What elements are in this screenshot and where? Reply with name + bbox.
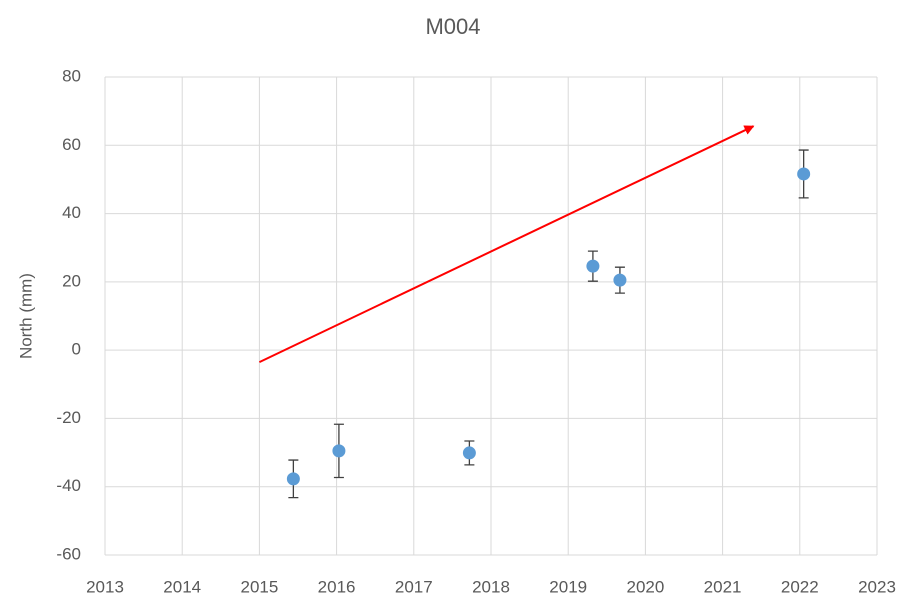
x-tick-label: 2019	[549, 577, 587, 596]
y-tick-label: 80	[62, 66, 81, 85]
x-tick-label: 2017	[395, 577, 433, 596]
x-tick-label: 2020	[626, 577, 664, 596]
x-tick-label: 2013	[86, 577, 124, 596]
y-tick-label: 0	[72, 340, 81, 359]
y-tick-label: -20	[56, 408, 81, 427]
y-tick-label: 40	[62, 203, 81, 222]
chart-title: M004	[425, 14, 480, 39]
y-tick-label: 20	[62, 271, 81, 290]
point	[332, 444, 346, 458]
y-tick-label: -40	[56, 476, 81, 495]
point	[462, 446, 476, 460]
x-tick-label: 2021	[704, 577, 742, 596]
arrow	[258, 125, 755, 363]
x-tick-label: 2022	[781, 577, 819, 596]
point	[586, 259, 600, 273]
x-tick-label: 2023	[858, 577, 896, 596]
x-tick-label: 2018	[472, 577, 510, 596]
y-tick-label: -60	[56, 544, 81, 563]
y-axis-label: North (mm)	[16, 273, 35, 359]
y-tick-label: 60	[62, 135, 81, 154]
x-tick-label: 2014	[163, 577, 201, 596]
x-tick-label: 2016	[318, 577, 356, 596]
x-tick-label: 2015	[240, 577, 278, 596]
point	[797, 167, 811, 181]
point	[613, 273, 627, 287]
point	[286, 472, 300, 486]
